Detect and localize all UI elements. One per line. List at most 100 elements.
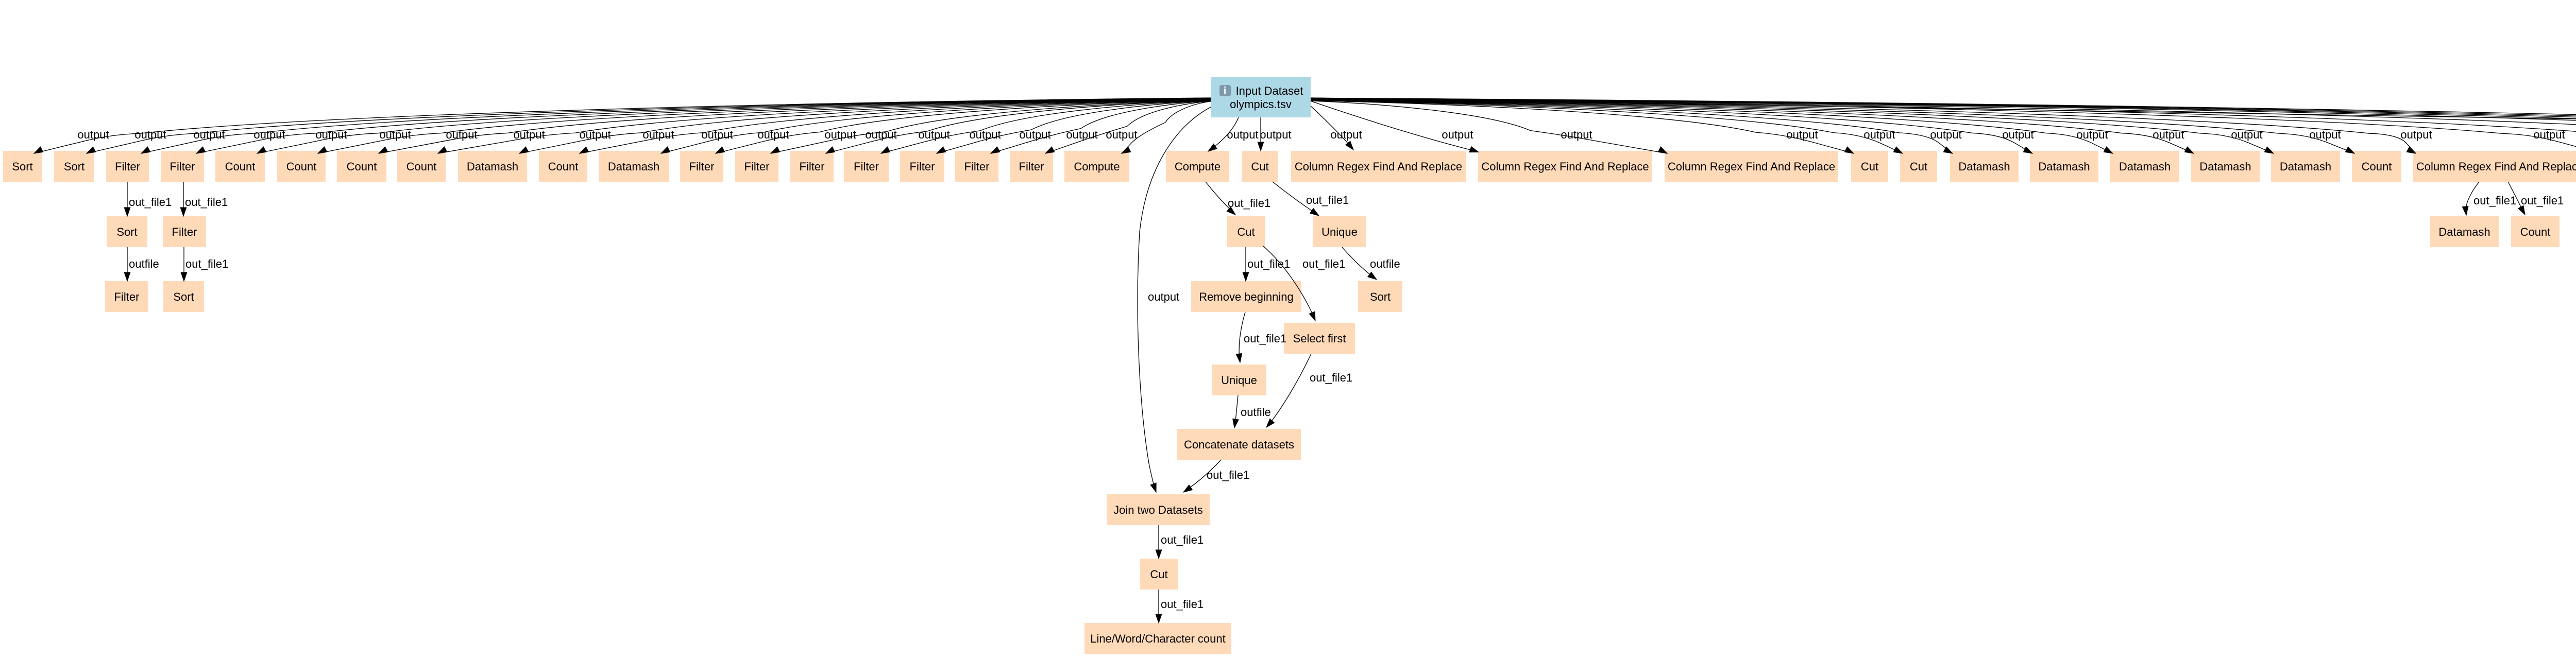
svg-text:output: output [2400,128,2432,141]
svg-text:Concatenate datasets: Concatenate datasets [1184,438,1294,451]
svg-text:out_file1: out_file1 [1244,332,1286,345]
svg-text:output: output [1442,128,1473,141]
svg-text:output: output [918,128,950,141]
svg-text:olympics.tsv: olympics.tsv [1230,98,1292,111]
svg-text:output: output [1148,290,1179,303]
svg-text:Cut: Cut [1910,160,1927,173]
svg-text:Datamash: Datamash [2119,160,2171,173]
svg-text:output: output [193,128,225,141]
svg-text:output: output [1863,128,1895,141]
svg-text:outfile: outfile [129,257,159,270]
svg-text:Sort: Sort [64,160,84,173]
svg-text:out_file1: out_file1 [1228,197,1270,210]
svg-text:Remove beginning: Remove beginning [1199,290,1293,303]
svg-text:output: output [642,128,674,141]
svg-text:output: output [824,128,856,141]
svg-text:Join two Datasets: Join two Datasets [1113,504,1203,516]
svg-text:Datamash: Datamash [2038,160,2090,173]
svg-text:Input Dataset: Input Dataset [1236,84,1303,97]
svg-text:out_file1: out_file1 [2473,194,2516,207]
svg-text:Column Regex Find And Replace: Column Regex Find And Replace [1668,160,1835,173]
svg-text:Filter: Filter [854,160,879,173]
svg-text:output: output [865,128,896,141]
svg-text:out_file1: out_file1 [1306,194,1349,206]
svg-text:output: output [579,128,611,141]
svg-text:output: output [2076,128,2108,141]
svg-text:output: output [134,128,166,141]
svg-text:Filter: Filter [964,160,990,173]
svg-text:output: output [2002,128,2033,141]
svg-text:out_file1: out_file1 [2521,194,2564,207]
svg-text:Datamash: Datamash [467,160,518,173]
svg-text:Column Regex Find And Replace: Column Regex Find And Replace [1295,160,1462,173]
svg-text:outfile: outfile [1241,406,1271,419]
svg-text:Filter: Filter [172,226,197,238]
svg-text:Filter: Filter [1019,160,1044,173]
svg-text:Filter: Filter [800,160,825,173]
svg-text:Datamash: Datamash [2199,160,2251,173]
svg-text:output: output [2231,128,2262,141]
svg-text:Column Regex Find And Replace: Column Regex Find And Replace [1481,160,1649,173]
svg-text:Sort: Sort [116,226,137,238]
svg-text:output: output [1330,128,1362,141]
svg-text:Count: Count [2362,160,2392,173]
svg-text:out_file1: out_file1 [185,196,228,209]
svg-text:Datamash: Datamash [2280,160,2331,173]
svg-text:out_file1: out_file1 [1247,257,1290,270]
svg-text:out_file1: out_file1 [1302,257,1345,270]
svg-text:output: output [253,128,285,141]
svg-text:output: output [2533,128,2565,141]
svg-text:Filter: Filter [744,160,770,173]
svg-text:Cut: Cut [1251,160,1268,173]
svg-text:Cut: Cut [1861,160,1878,173]
svg-text:output: output [1260,128,1291,141]
svg-text:output: output [1930,128,1961,141]
svg-text:Filter: Filter [114,290,140,303]
svg-text:Select first: Select first [1293,332,1346,345]
svg-text:Compute: Compute [1074,160,1120,173]
svg-text:out_file1: out_file1 [1161,533,1204,546]
svg-text:output: output [1786,128,1818,141]
svg-text:output: output [513,128,545,141]
svg-text:output: output [1561,128,1592,141]
svg-text:Datamash: Datamash [608,160,659,173]
svg-text:i: i [1224,85,1227,97]
svg-text:Filter: Filter [170,160,195,173]
svg-text:Filter: Filter [115,160,140,173]
svg-text:output: output [701,128,733,141]
svg-text:output: output [2309,128,2341,141]
svg-text:Count: Count [347,160,377,173]
svg-text:output: output [379,128,411,141]
svg-text:Compute: Compute [1175,160,1221,173]
svg-text:out_file1: out_file1 [1207,469,1249,481]
svg-text:output: output [757,128,789,141]
svg-text:Count: Count [406,160,437,173]
svg-text:output: output [77,128,109,141]
svg-text:Count: Count [548,160,579,173]
svg-text:Filter: Filter [689,160,715,173]
svg-text:output: output [1227,128,1258,141]
svg-text:Column Regex Find And Replace: Column Regex Find And Replace [2416,160,2576,173]
svg-text:out_file1: out_file1 [1161,598,1204,611]
svg-text:output: output [446,128,477,141]
svg-text:Cut: Cut [1237,226,1255,238]
svg-text:Count: Count [286,160,317,173]
svg-text:Count: Count [225,160,256,173]
svg-text:Datamash: Datamash [1958,160,2010,173]
svg-text:out_file1: out_file1 [1310,371,1352,384]
svg-text:output: output [2153,128,2184,141]
svg-text:output: output [1106,128,1137,141]
svg-text:Count: Count [2520,226,2551,238]
svg-text:Cut: Cut [1150,568,1167,581]
svg-text:output: output [1019,128,1050,141]
svg-text:Line/Word/Character count: Line/Word/Character count [1090,632,1226,645]
svg-text:Sort: Sort [12,160,32,173]
svg-text:Unique: Unique [1321,226,1358,238]
svg-text:output: output [315,128,347,141]
svg-text:Sort: Sort [1370,290,1391,303]
svg-text:Unique: Unique [1221,374,1257,387]
svg-text:out_file1: out_file1 [129,196,172,209]
svg-text:Filter: Filter [910,160,935,173]
svg-text:Datamash: Datamash [2438,226,2490,238]
svg-text:outfile: outfile [1370,257,1400,270]
